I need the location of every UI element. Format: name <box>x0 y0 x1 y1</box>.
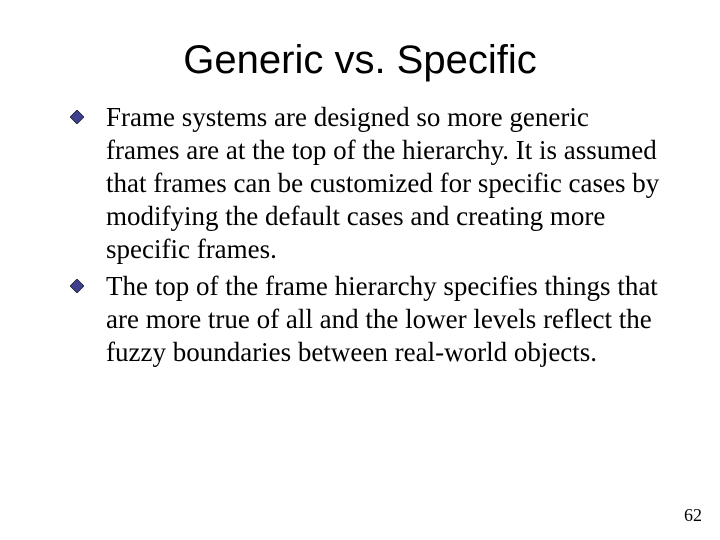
slide-title: Generic vs. Specific <box>0 0 720 101</box>
list-item: The top of the frame hierarchy specifies… <box>70 270 660 369</box>
bullet-text: The top of the frame hierarchy specifies… <box>106 270 660 369</box>
bullet-text: Frame systems are designed so more gener… <box>106 101 660 266</box>
list-item: Frame systems are designed so more gener… <box>70 101 660 266</box>
slide: Generic vs. Specific Frame systems are d… <box>0 0 720 540</box>
diamond-bullet-icon <box>70 110 84 124</box>
slide-body: Frame systems are designed so more gener… <box>0 101 720 369</box>
diamond-bullet-icon <box>70 279 84 293</box>
page-number: 62 <box>684 505 702 526</box>
